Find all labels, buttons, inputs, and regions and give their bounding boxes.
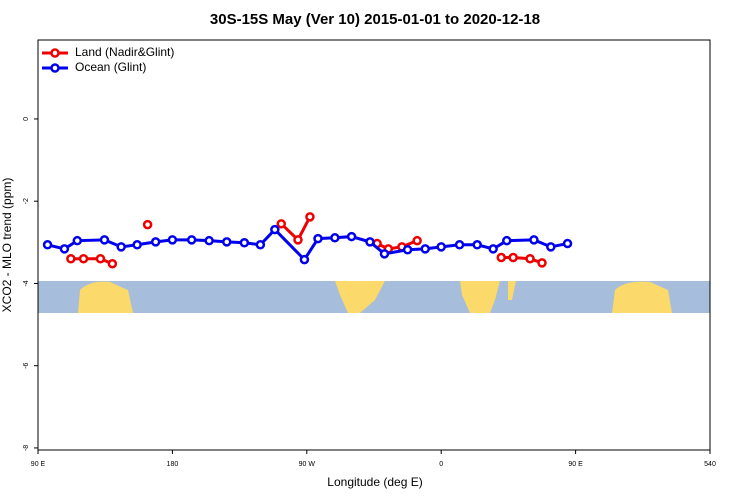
series-line — [47, 227, 568, 262]
data-point — [502, 235, 512, 246]
data-point — [402, 244, 413, 255]
data-point — [95, 254, 106, 264]
plot-frame — [37, 39, 711, 451]
data-point — [42, 240, 53, 250]
data-point — [78, 254, 89, 264]
data-point — [293, 235, 303, 245]
data-point — [186, 235, 197, 245]
y-tick-label: 0 — [23, 117, 30, 121]
data-point — [66, 254, 76, 264]
map-strip — [38, 281, 710, 313]
data-point — [379, 249, 390, 259]
data-point — [276, 219, 287, 229]
data-point — [412, 235, 422, 246]
data-point — [508, 252, 518, 263]
y-axis-label: XCO2 - MLO trend (ppm) — [0, 178, 14, 313]
data-point — [537, 258, 547, 268]
data-point — [365, 237, 375, 247]
series-line — [376, 239, 418, 251]
data-point — [72, 235, 83, 246]
y-tick-label: -6 — [23, 362, 30, 368]
data-point — [346, 231, 357, 242]
data-point — [525, 254, 535, 264]
data-point — [472, 240, 482, 250]
legend-label: Land (Nadir&Glint) — [75, 45, 174, 59]
data-point — [99, 235, 110, 245]
data-point — [59, 244, 70, 254]
data-point — [562, 238, 573, 249]
x-tick-label: 540 — [704, 461, 716, 468]
data-point — [132, 240, 142, 250]
series-line — [70, 257, 113, 266]
data-point — [239, 237, 250, 248]
data-point — [420, 244, 430, 254]
data-point — [167, 235, 178, 245]
legend-label: Ocean (Glint) — [75, 60, 146, 74]
data-point — [150, 237, 161, 247]
data-point — [107, 258, 118, 269]
data-point — [255, 240, 266, 250]
y-tick-label: -2 — [23, 198, 30, 204]
data-point — [305, 212, 315, 222]
data-point — [529, 235, 539, 245]
data-point — [222, 237, 232, 247]
data-point — [204, 235, 214, 246]
data-point — [313, 233, 323, 244]
legend-marker — [50, 48, 60, 58]
data-point — [454, 240, 465, 250]
x-axis-label: Longitude (deg E) — [327, 475, 422, 489]
data-point — [436, 242, 446, 252]
x-tick-label: 90 W — [299, 461, 316, 468]
data-point — [270, 224, 280, 235]
data-point — [330, 233, 340, 243]
legend-marker — [50, 63, 60, 73]
data-point — [496, 252, 506, 263]
y-tick-label: -8 — [23, 445, 30, 451]
data-point — [116, 242, 126, 252]
data-point — [488, 244, 498, 254]
x-tick-label: 180 — [167, 461, 179, 468]
x-tick-label: 0 — [439, 461, 443, 468]
series-line — [501, 256, 543, 265]
y-tick-label: -4 — [23, 280, 30, 286]
x-tick-label: 90 E — [568, 461, 583, 468]
data-point — [299, 254, 310, 265]
data-point — [142, 219, 153, 230]
data-point — [546, 242, 556, 252]
chart-title: 30S-15S May (Ver 10) 2015-01-01 to 2020-… — [210, 11, 540, 28]
x-tick-label: 90 E — [31, 461, 46, 468]
